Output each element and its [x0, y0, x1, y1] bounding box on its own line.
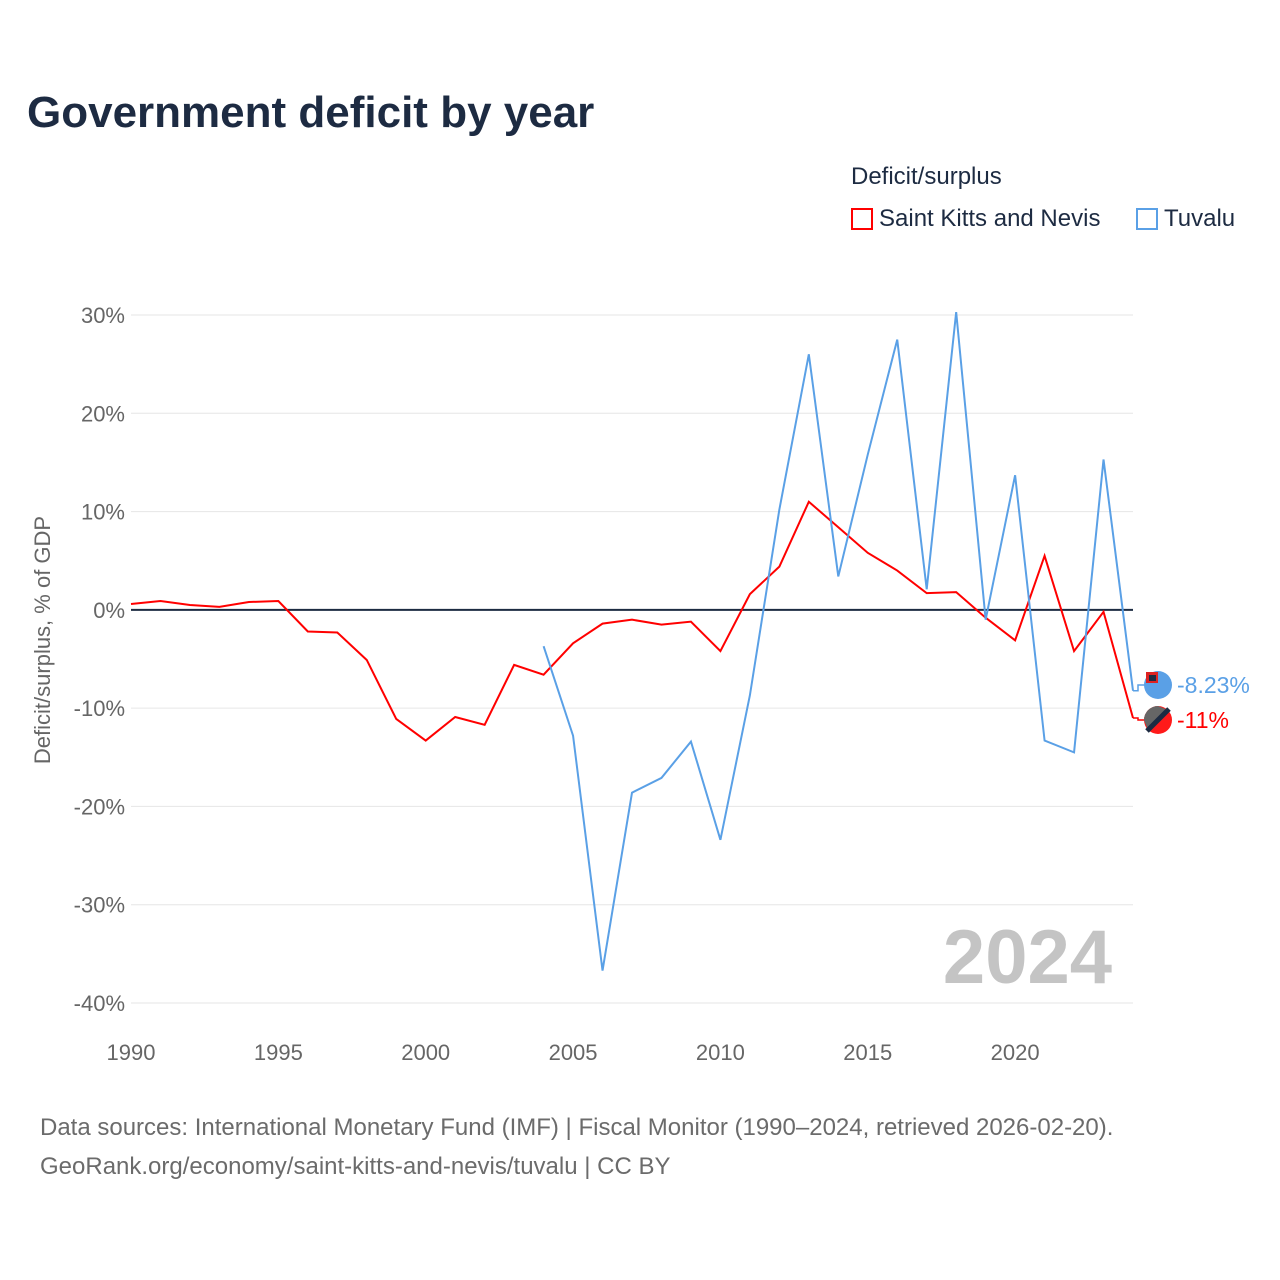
data-point — [571, 641, 576, 646]
data-point — [1042, 738, 1047, 743]
data-point — [217, 604, 222, 609]
data-point — [865, 550, 870, 555]
data-point — [600, 621, 605, 626]
source-line-2[interactable]: GeoRank.org/economy/saint-kitts-and-nevi… — [40, 1153, 671, 1180]
x-tick-label: 2005 — [549, 1040, 598, 1065]
data-point — [394, 716, 399, 721]
data-point — [777, 507, 782, 512]
data-point — [364, 657, 369, 662]
y-tick-label: 20% — [81, 401, 125, 426]
legend-label: Tuvalu — [1164, 205, 1236, 232]
data-point — [659, 775, 664, 780]
y-axis-label: Deficit/surplus, % of GDP — [30, 516, 55, 764]
data-point — [512, 662, 517, 667]
legend-title: Deficit/surplus — [851, 163, 1002, 190]
data-point — [305, 629, 310, 634]
data-point — [718, 837, 723, 842]
data-point — [1101, 609, 1106, 614]
flag-stripe — [1145, 707, 1171, 733]
x-tick-label: 1995 — [254, 1040, 303, 1065]
data-point — [482, 722, 487, 727]
legend-item-saint-kitts[interactable]: Saint Kitts and Nevis — [851, 205, 1100, 233]
data-point — [541, 644, 546, 649]
data-point — [806, 499, 811, 504]
data-point — [129, 601, 134, 606]
legend-label: Saint Kitts and Nevis — [879, 205, 1101, 232]
x-tick-label: 2015 — [843, 1040, 892, 1065]
y-tick-label: -40% — [74, 991, 125, 1016]
data-point — [335, 630, 340, 635]
data-point — [777, 564, 782, 569]
end-connector — [1133, 684, 1145, 692]
data-point — [246, 599, 251, 604]
x-tick-label: 2000 — [401, 1040, 450, 1065]
legend-swatch — [1136, 208, 1158, 230]
data-point — [983, 617, 988, 622]
data-point — [1013, 638, 1018, 643]
data-point — [836, 525, 841, 530]
legend-item-tuvalu[interactable]: Tuvalu — [1136, 205, 1235, 233]
data-point — [541, 672, 546, 677]
data-point — [187, 602, 192, 607]
data-point — [954, 310, 959, 315]
y-tick-label: -30% — [74, 893, 125, 918]
data-point — [276, 599, 281, 604]
data-point — [659, 622, 664, 627]
data-point — [747, 592, 752, 597]
source-line-1: Data sources: International Monetary Fun… — [40, 1114, 1114, 1141]
x-tick-label: 2010 — [696, 1040, 745, 1065]
end-value-label: -11% — [1177, 707, 1229, 733]
y-tick-label: 10% — [81, 500, 125, 525]
y-tick-label: 0% — [93, 598, 125, 623]
data-point — [954, 590, 959, 595]
data-point — [600, 968, 605, 973]
data-point — [630, 617, 635, 622]
data-point — [158, 599, 163, 604]
data-point — [423, 738, 428, 743]
data-point — [895, 568, 900, 573]
data-point — [1072, 750, 1077, 755]
legend-swatch — [851, 208, 873, 230]
data-point — [718, 649, 723, 654]
chart-title: Government deficit by year — [27, 88, 595, 137]
data-point — [1042, 553, 1047, 558]
y-tick-label: 30% — [81, 303, 125, 328]
data-point — [895, 337, 900, 342]
data-point — [1101, 457, 1106, 462]
flag-canton-inner — [1149, 675, 1156, 681]
year-watermark: 2024 — [943, 915, 1112, 1000]
series-line-tuvalu — [542, 311, 1134, 971]
data-point — [630, 790, 635, 795]
end-connector — [1133, 717, 1145, 721]
data-point — [1072, 649, 1077, 654]
data-point — [571, 733, 576, 738]
flag-part — [1144, 706, 1168, 730]
source-note: Data sources: International Monetary Fun… — [40, 1108, 1113, 1186]
y-tick-label: -10% — [74, 696, 125, 721]
series-line-saint-kitts — [130, 500, 1134, 742]
end-value-label: -8.23% — [1177, 672, 1250, 698]
y-tick-label: -20% — [74, 794, 125, 819]
data-point — [688, 739, 693, 744]
data-point — [836, 574, 841, 579]
data-point — [924, 587, 929, 592]
data-point — [688, 619, 693, 624]
x-tick-label: 2020 — [991, 1040, 1040, 1065]
data-point — [1013, 473, 1018, 478]
data-point — [865, 452, 870, 457]
data-point — [806, 352, 811, 357]
data-point — [747, 693, 752, 698]
data-point — [453, 714, 458, 719]
x-tick-label: 1990 — [107, 1040, 156, 1065]
